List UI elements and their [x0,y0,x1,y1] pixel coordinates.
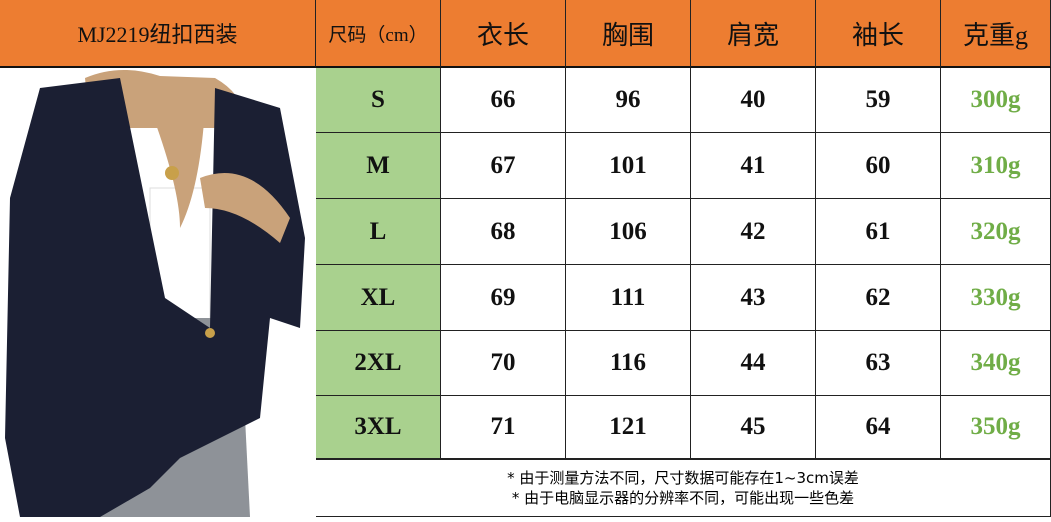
table-cell: 40 [691,68,816,133]
table-cell: 44 [691,331,816,396]
size-label: M [316,133,441,199]
table-cell: 59 [816,68,941,133]
table-cell: 61 [816,199,941,265]
table-cell: 67 [441,133,566,199]
table-cell: 111 [566,265,691,331]
table-cell: 330g [941,265,1051,331]
table-cell: 41 [691,133,816,199]
header-product-name: MJ2219纽扣西装 [0,0,316,68]
header-column: 胸围 [566,0,691,68]
table-cell: 64 [816,396,941,459]
header-column: 衣长 [441,0,566,68]
note-color: * 由于电脑显示器的分辨率不同，可能出现一些色差 [511,489,855,507]
table-cell: 68 [441,199,566,265]
product-photo-blazer [0,68,316,517]
table-cell: 340g [941,331,1051,396]
table-cell: 121 [566,396,691,459]
table-cell: 310g [941,133,1051,199]
table-cell: 70 [441,331,566,396]
table-cell: 42 [691,199,816,265]
table-cell: 63 [816,331,941,396]
size-label: 2XL [316,331,441,396]
table-cell: 101 [566,133,691,199]
size-label: L [316,199,441,265]
table-cell: 43 [691,265,816,331]
size-label: XL [316,265,441,331]
table-cell: 66 [441,68,566,133]
header-column: 袖长 [816,0,941,68]
size-label: S [316,68,441,133]
header-column: 肩宽 [691,0,816,68]
table-cell: 106 [566,199,691,265]
table-cell: 320g [941,199,1051,265]
table-cell: 350g [941,396,1051,459]
table-cell: 116 [566,331,691,396]
table-cell: 69 [441,265,566,331]
notes: * 由于测量方法不同，尺寸数据可能存在1~3cm误差 * 由于电脑显示器的分辨率… [316,459,1051,517]
table-cell: 62 [816,265,941,331]
header-column: 尺码（cm） [316,0,441,68]
table-cell: 71 [441,396,566,459]
note-measurement: * 由于测量方法不同，尺寸数据可能存在1~3cm误差 [507,469,859,487]
table-cell: 96 [566,68,691,133]
table-cell: 60 [816,133,941,199]
size-label: 3XL [316,396,441,459]
table-cell: 45 [691,396,816,459]
header-column: 克重g [941,0,1051,68]
table-cell: 300g [941,68,1051,133]
